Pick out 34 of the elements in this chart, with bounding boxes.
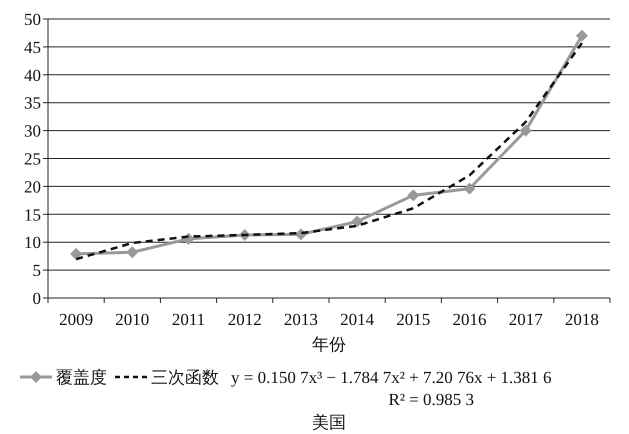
y-tick-label: 25 [24,150,41,168]
point [576,30,588,42]
x-axis-title: 年份 [312,335,346,354]
x-tick-label: 2016 [452,310,486,329]
y-tick-label: 50 [24,10,41,29]
y-tick-label: 35 [24,94,41,113]
point [351,216,364,228]
text: 美国 [312,413,346,432]
x-tick-label: 2011 [172,310,206,329]
legend-label: 覆盖度 [56,368,107,387]
y-tick-label: 20 [24,177,41,196]
x-tick-label: 2018 [564,310,599,329]
point [520,124,532,137]
y-tick-label: 0 [32,289,41,308]
text: y = 0.150 7x³ − 1.784 7x² + 7.20 76x + 1.381 6 [231,368,552,387]
x-tick-label: 2015 [396,310,430,329]
x-tick-label: 2013 [284,310,318,329]
y-tick-label: 40 [24,66,41,85]
point [464,182,476,195]
point [70,248,82,260]
x-tick-label: 2010 [115,310,150,329]
point [126,246,138,258]
x-tick-label: 2009 [59,310,94,329]
x-tick-label: 2012 [228,310,262,329]
y-tick-label: 10 [24,233,41,252]
x-tick-label: 2014 [340,310,375,329]
point [407,189,420,202]
y-tick-label: 45 [24,38,41,57]
legend-label: 三次函数 [151,368,219,387]
text: R² = 0.985 3 [388,390,474,409]
x-tick-label: 2017 [508,310,544,329]
y-tick-label: 30 [24,122,41,141]
y-tick-label: 15 [24,205,41,224]
y-tick-label: 5 [32,261,41,280]
